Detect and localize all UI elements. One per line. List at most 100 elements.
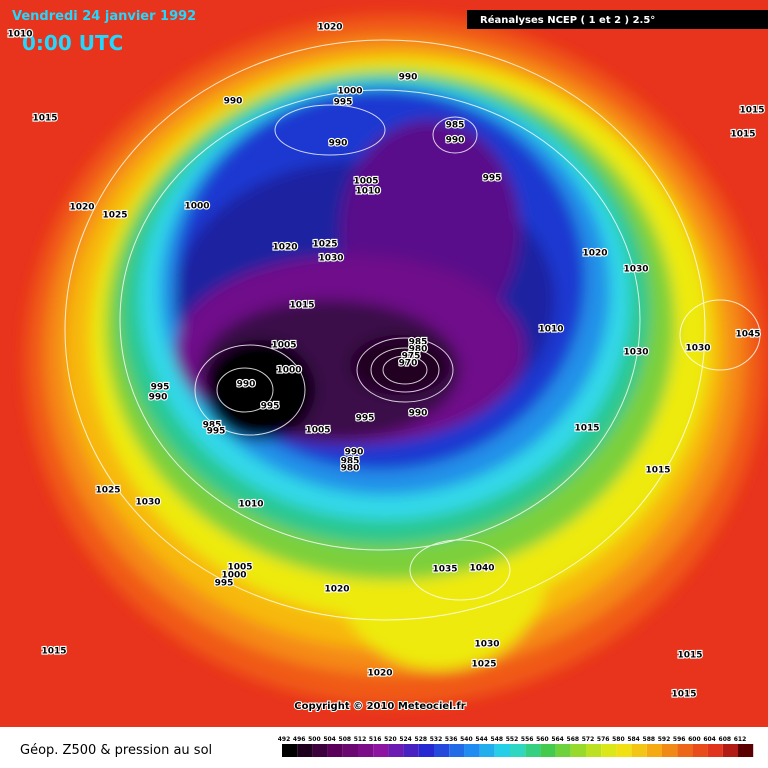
isobar-label: 1020 xyxy=(69,203,94,213)
isobar-labels: 1020101099010009959901015985990990995100… xyxy=(6,21,765,700)
scale-swatch xyxy=(373,744,389,757)
isobar xyxy=(274,104,386,156)
isobar-label: 1010 xyxy=(355,187,380,197)
color-scale: 492 496 500 504 508 512 516 520 524 528 532 536 540 5… xyxy=(278,736,754,757)
isobar-label: 1015 xyxy=(41,647,66,657)
scale-swatch xyxy=(510,744,526,757)
isobar-label: 1010 xyxy=(7,30,32,40)
isobar-label: 995 xyxy=(215,579,234,589)
isobar-label: 1015 xyxy=(32,114,57,124)
isobar-label: 1010 xyxy=(238,500,263,510)
isobar-label: 985 xyxy=(446,121,465,131)
isobar-label: 995 xyxy=(356,414,375,424)
scale-swatch xyxy=(646,744,662,757)
geopotential-field xyxy=(0,0,768,727)
scale-swatch xyxy=(464,744,480,757)
scale-label: 524 xyxy=(399,736,412,743)
scale-label: 540 xyxy=(460,736,473,743)
legend-title: Géop. Z500 & pression au sol xyxy=(20,743,212,758)
scale-swatch xyxy=(616,744,632,757)
isobar-label: 1015 xyxy=(289,301,314,311)
isobar-label: 995 xyxy=(207,427,226,437)
isobar-label: 995 xyxy=(334,98,353,108)
isobar-label: 1025 xyxy=(102,211,127,221)
isobar-label: 995 xyxy=(483,174,502,184)
scale-label: 496 xyxy=(293,736,306,743)
scale-swatch xyxy=(738,744,754,757)
scale-label: 580 xyxy=(612,736,625,743)
isobar-label: 1030 xyxy=(135,498,160,508)
isobars xyxy=(64,39,761,621)
isobar-label: 990 xyxy=(409,409,428,419)
isobar-label: 1005 xyxy=(271,341,296,351)
scale-label: 608 xyxy=(719,736,732,743)
isobar-label: 990 xyxy=(446,136,465,146)
scale-swatch xyxy=(677,744,693,757)
isobar-label: 980 xyxy=(341,464,360,474)
scale-swatch xyxy=(631,744,647,757)
scale-swatch xyxy=(525,744,541,757)
scale-swatch xyxy=(449,744,465,757)
isobar-label: 1030 xyxy=(623,265,648,275)
scale-label: 572 xyxy=(582,736,595,743)
scale-label: 588 xyxy=(643,736,656,743)
isobar-label: 1025 xyxy=(312,240,337,250)
isobar-label: 1025 xyxy=(471,660,496,670)
isobar-label: 1015 xyxy=(671,690,696,700)
isobar xyxy=(370,347,440,393)
isobar-label: 1030 xyxy=(685,344,710,354)
isobar-label: 990 xyxy=(149,393,168,403)
isobar-label: 995 xyxy=(151,383,170,393)
scale-label: 604 xyxy=(703,736,716,743)
scale-swatch xyxy=(662,744,678,757)
scale-swatch xyxy=(570,744,586,757)
isobar-label: 970 xyxy=(399,359,418,369)
scale-swatch xyxy=(342,744,358,757)
copyright: Copyright © 2010 Meteociel.fr xyxy=(294,701,465,712)
isobar-label: 1015 xyxy=(677,651,702,661)
isobar-label: 1015 xyxy=(574,424,599,434)
isobar-label: 1005 xyxy=(305,426,330,436)
isobar-label: 1015 xyxy=(730,130,755,140)
isobar-label: 1000 xyxy=(221,571,246,581)
scale-label: 544 xyxy=(475,736,488,743)
scale-label: 564 xyxy=(551,736,564,743)
scale-swatch xyxy=(601,744,617,757)
scale-label: 548 xyxy=(491,736,504,743)
scale-swatch xyxy=(540,744,556,757)
isobar-label: 990 xyxy=(237,380,256,390)
isobar xyxy=(382,355,428,385)
scale-swatch xyxy=(479,744,495,757)
isobar-label: 990 xyxy=(345,448,364,458)
scale-swatch xyxy=(555,744,571,757)
scale-label: 504 xyxy=(323,736,336,743)
scale-swatch xyxy=(388,744,404,757)
isobar-label: 980 xyxy=(409,345,428,355)
isobar-label: 1030 xyxy=(474,640,499,650)
scale-label: 516 xyxy=(369,736,382,743)
scale-swatch xyxy=(707,744,723,757)
scale-label: 508 xyxy=(339,736,352,743)
scale-label: 612 xyxy=(734,736,747,743)
isobar-label: 1030 xyxy=(318,254,343,264)
field-layers xyxy=(25,15,765,705)
scale-label: 568 xyxy=(567,736,580,743)
source: Réanalyses NCEP ( 1 et 2 ) 2.5° xyxy=(480,14,655,26)
isobar xyxy=(194,344,306,436)
isobar-label: 1000 xyxy=(337,87,362,97)
isobar-label: 1025 xyxy=(95,486,120,496)
isobar-label: 985 xyxy=(409,338,428,348)
scale-label: 512 xyxy=(354,736,367,743)
isobar-label: 990 xyxy=(329,139,348,149)
scale-label: 560 xyxy=(536,736,549,743)
scale-label: 600 xyxy=(688,736,701,743)
source-box xyxy=(467,10,768,29)
scale-label: 584 xyxy=(627,736,640,743)
scale-swatch xyxy=(494,744,510,757)
scale-label: 520 xyxy=(384,736,397,743)
field-layer xyxy=(205,340,315,440)
isobar-label: 1015 xyxy=(739,106,764,116)
scale-swatch xyxy=(358,744,374,757)
